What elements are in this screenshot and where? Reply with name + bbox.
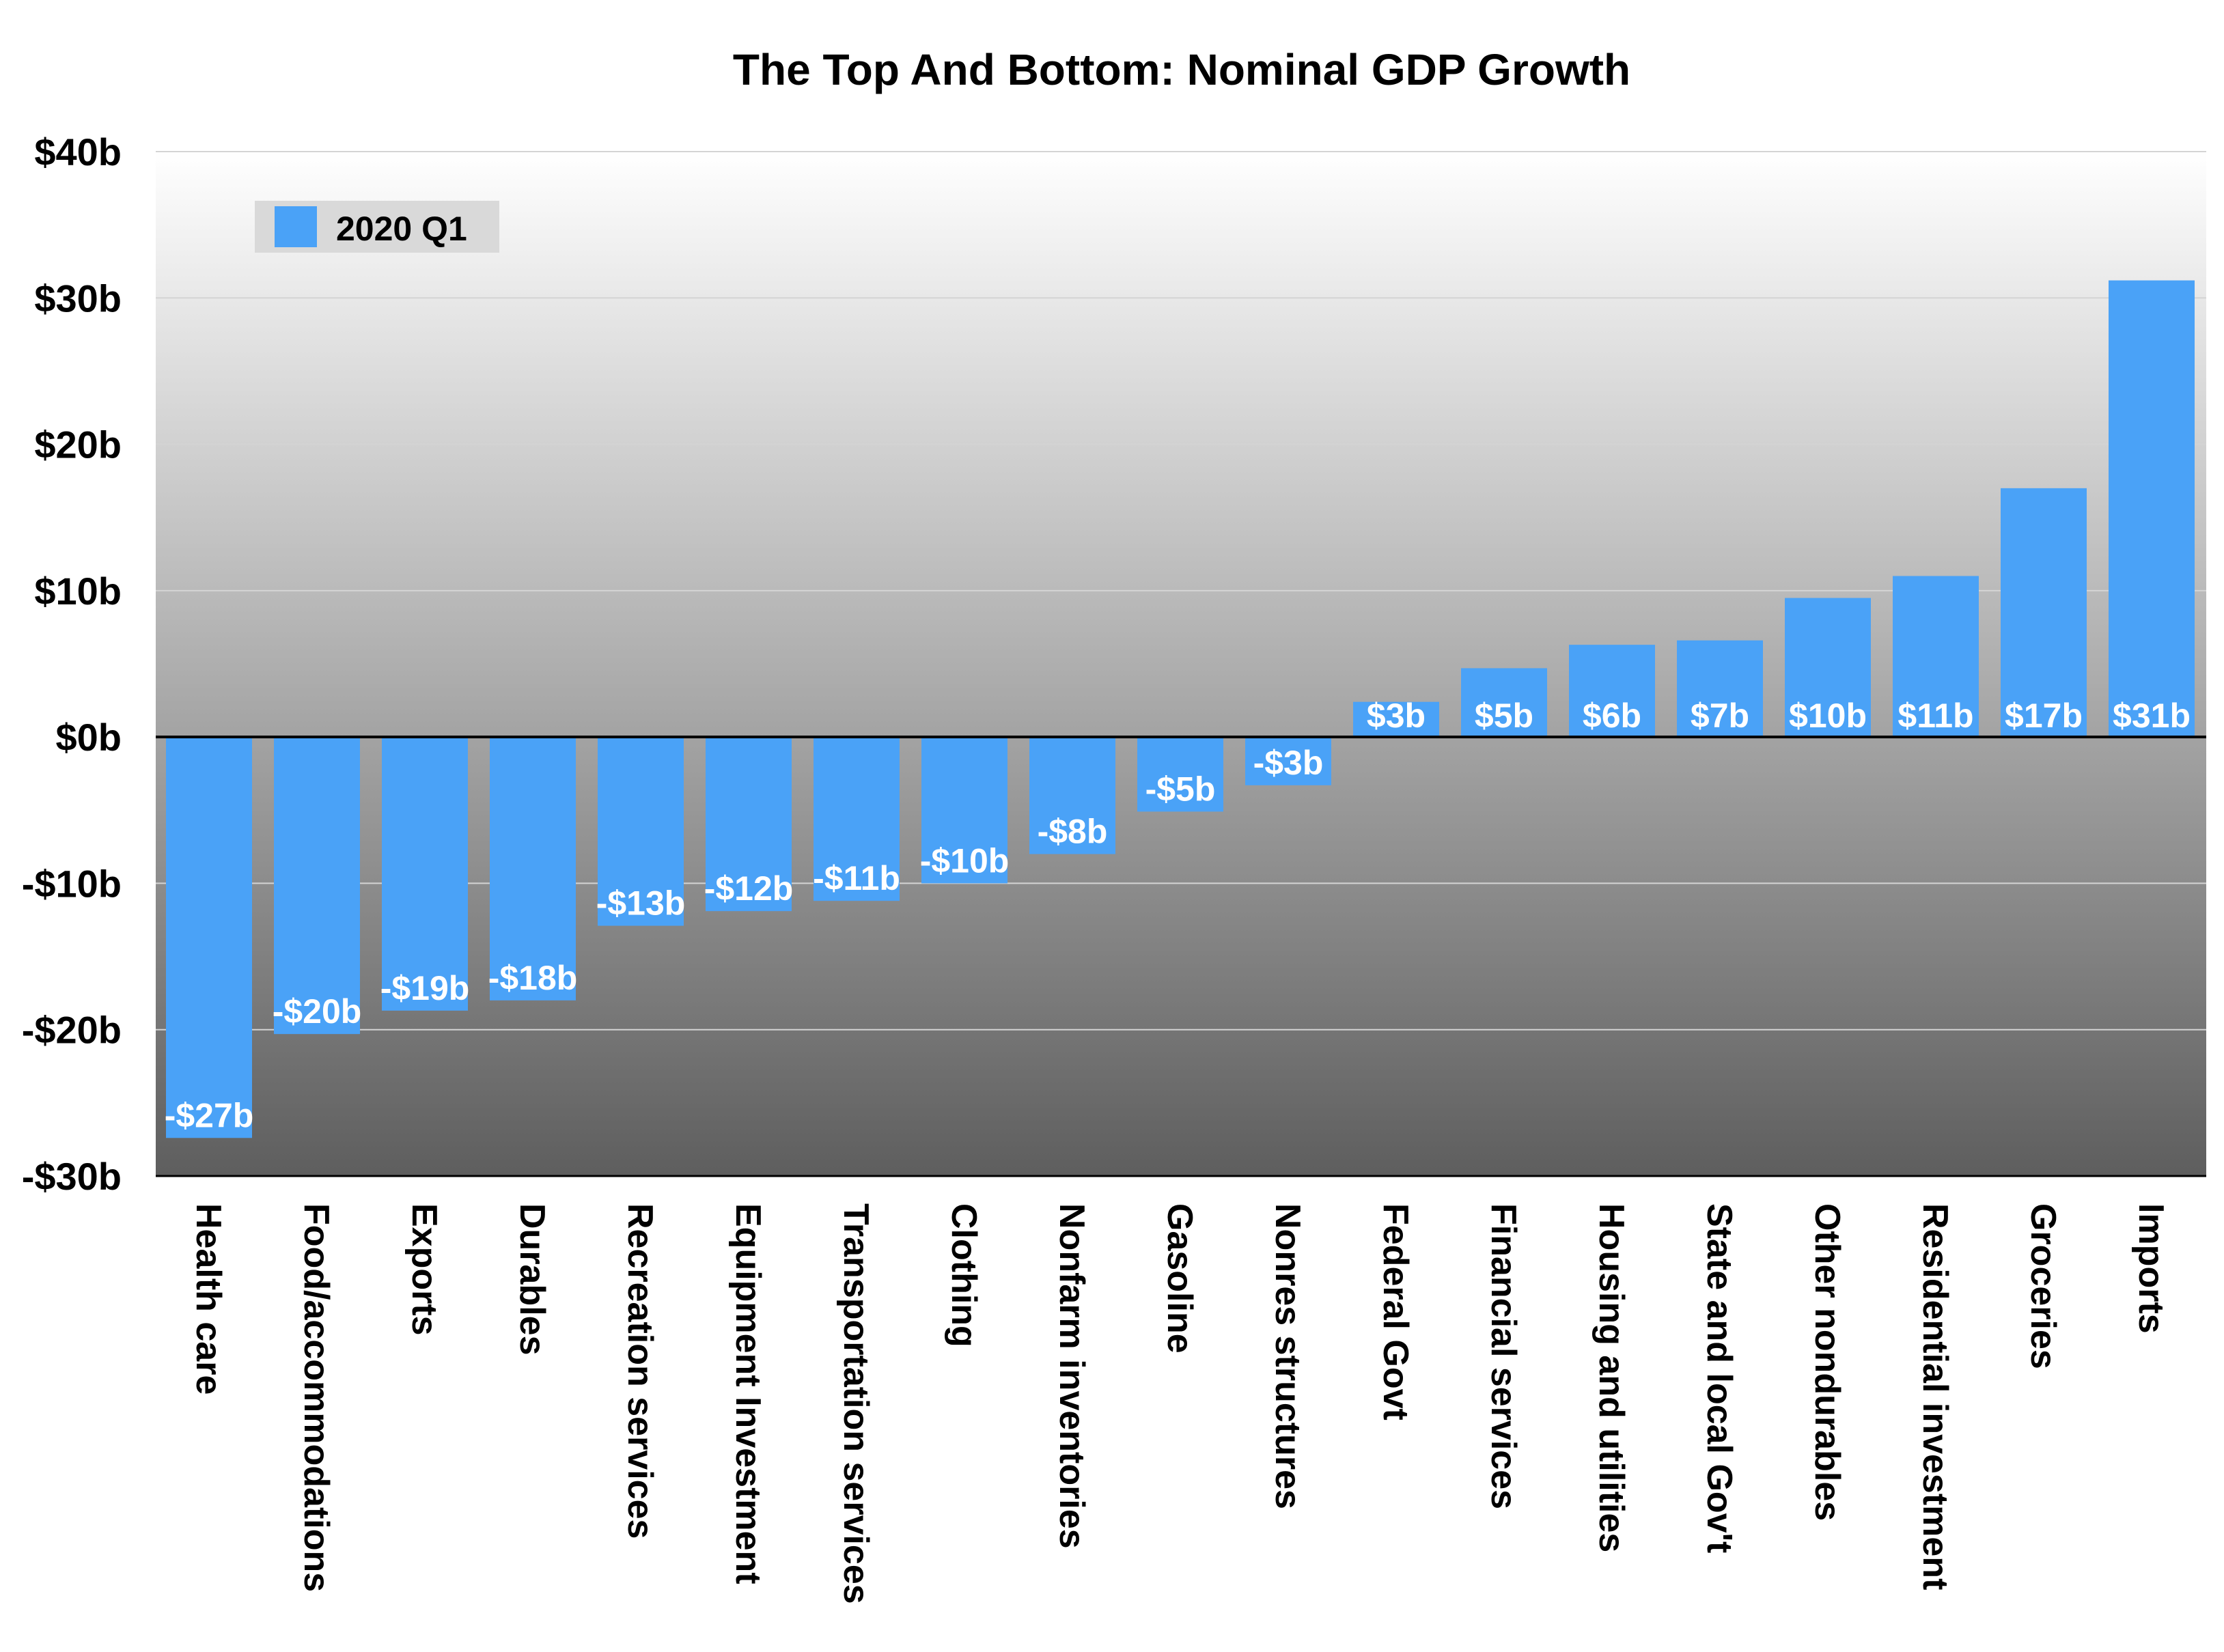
- x-tick-label: Clothing: [944, 1203, 984, 1347]
- data-label: -$18b: [488, 959, 578, 997]
- x-tick-label: Gasoline: [1160, 1203, 1199, 1354]
- axes: $40b $30b $20b $10b $0b -$10b -$20b -$30b Health…: [22, 130, 2206, 1604]
- data-label: -$19b: [380, 969, 470, 1007]
- data-label: -$12b: [704, 869, 794, 908]
- bars: [166, 280, 2195, 1138]
- bar: [382, 737, 468, 1011]
- bar: [2001, 488, 2087, 738]
- data-label: -$10b: [920, 841, 1010, 880]
- data-label: $7b: [1691, 697, 1749, 735]
- bar: [921, 737, 1007, 884]
- bar: [1785, 598, 1871, 738]
- y-tick-label: $20b: [34, 423, 122, 466]
- gridlines: [156, 151, 2206, 1031]
- bar: [1893, 576, 1979, 738]
- x-tick-label: Imports: [2131, 1203, 2171, 1334]
- bar: [1245, 737, 1331, 785]
- x-tick-label: Food/accommodations: [296, 1203, 336, 1592]
- data-label: $17b: [2005, 697, 2083, 735]
- data-label: $10b: [1789, 697, 1867, 735]
- data-label: -$5b: [1145, 770, 1216, 808]
- bar: [1137, 737, 1223, 812]
- bar: [814, 737, 900, 901]
- x-tick-label: Other nondurables: [1807, 1203, 1847, 1521]
- x-tick-label: Health care: [189, 1203, 228, 1395]
- x-tick-label: Recreation services: [620, 1203, 660, 1539]
- y-tick-label: $30b: [34, 277, 122, 320]
- legend-label: 2020 Q1: [336, 210, 467, 248]
- x-tick-label: State and local Gov't: [1699, 1203, 1739, 1553]
- y-tick-label: $0b: [56, 716, 122, 759]
- x-tick-label: Federal Govt: [1376, 1203, 1415, 1420]
- x-tick-label: Transportation services: [836, 1203, 876, 1604]
- data-label: $6b: [1583, 697, 1641, 735]
- x-tick-label: Exports: [404, 1203, 444, 1336]
- x-tick-label: Nonfarm inventories: [1052, 1203, 1092, 1549]
- data-label: -$13b: [596, 884, 686, 923]
- x-tick-label: Nonres structures: [1268, 1203, 1307, 1509]
- y-tick-label: $40b: [34, 130, 122, 173]
- data-label: -$3b: [1253, 744, 1324, 782]
- data-labels: -$27b -$20b -$19b -$18b -$13b -$12b -$11b -$10b…: [165, 697, 2191, 1134]
- x-tick-label: Residential investment: [1915, 1203, 1955, 1590]
- y-tick-label: -$30b: [22, 1155, 122, 1198]
- bar: [274, 737, 360, 1035]
- y-tick-label: -$10b: [22, 862, 122, 905]
- bar: [598, 737, 684, 926]
- chart-title: The Top And Bottom: Nominal GDP Growth: [733, 45, 1630, 94]
- bar: [706, 737, 792, 912]
- x-tick-label: Financial services: [1484, 1203, 1523, 1509]
- legend-swatch: [275, 206, 317, 247]
- bar: [1029, 737, 1115, 854]
- data-label: $5b: [1475, 697, 1533, 735]
- y-tick-label: -$20b: [22, 1009, 122, 1052]
- bar: [1677, 640, 1763, 738]
- x-tick-label: Housing and utilities: [1591, 1203, 1631, 1552]
- data-label: -$27b: [165, 1096, 254, 1134]
- data-label: -$11b: [813, 859, 900, 897]
- y-tick-label: $10b: [34, 570, 122, 613]
- data-label: $3b: [1367, 697, 1426, 735]
- x-tick-label: Groceries: [2023, 1203, 2063, 1369]
- legend: 2020 Q1: [255, 201, 499, 253]
- x-tick-label: Equipment Investment: [728, 1203, 768, 1584]
- data-label: $31b: [2113, 697, 2191, 735]
- bar: [1353, 701, 1439, 738]
- bar: [2109, 280, 2195, 738]
- data-label: -$8b: [1038, 813, 1108, 851]
- data-label: -$20b: [273, 992, 362, 1031]
- bar: [1461, 668, 1547, 738]
- bar: [1569, 645, 1655, 738]
- bar: [490, 737, 576, 1000]
- data-label: $11b: [1898, 697, 1973, 735]
- x-tick-label: Durables: [512, 1203, 552, 1356]
- bar: [166, 737, 252, 1138]
